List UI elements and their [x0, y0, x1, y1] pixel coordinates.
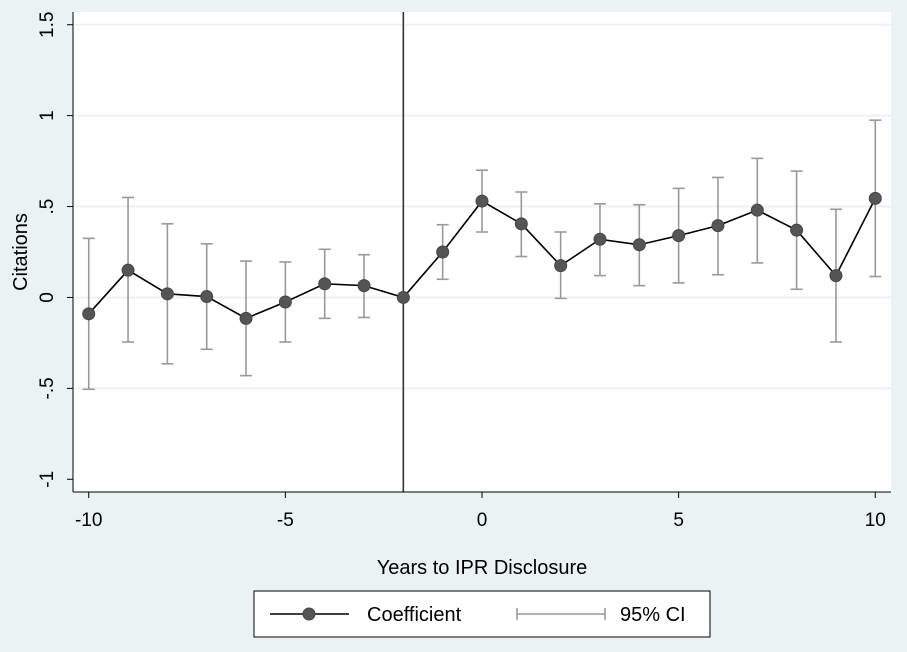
x-tick-label-4: 10 — [865, 510, 886, 531]
coefficient-point-16 — [711, 219, 725, 233]
y-tick-label-1: -.5 — [37, 377, 58, 399]
coefficient-point-3 — [200, 290, 214, 304]
y-tick-label-5: 1.5 — [37, 12, 58, 38]
y-tick-label-4: 1 — [37, 110, 58, 121]
legend: Coefficient 95% CI — [253, 590, 711, 638]
coefficient-point-19 — [829, 269, 843, 283]
coefficient-markers — [82, 191, 882, 325]
coefficient-point-1 — [121, 263, 135, 277]
y-tick-label-0: -1 — [37, 471, 58, 488]
x-tick-label-3: 5 — [673, 510, 684, 531]
y-axis-ticks: -1 -.5 0 .5 1 1.5 — [37, 12, 73, 488]
coefficient-point-0 — [82, 307, 96, 321]
coefficient-point-11 — [514, 217, 528, 231]
y-tick-label-3: .5 — [37, 199, 58, 215]
y-axis-title: Citations — [10, 213, 32, 291]
coefficient-point-17 — [750, 203, 764, 217]
legend-ci-label: 95% CI — [620, 604, 686, 626]
coefficient-point-4 — [239, 311, 253, 325]
coefficient-point-7 — [357, 279, 371, 293]
x-tick-label-1: -5 — [277, 510, 294, 531]
coefficient-point-6 — [318, 277, 332, 291]
coefficient-point-12 — [554, 259, 568, 273]
y-tick-label-2: 0 — [37, 292, 58, 303]
coefficient-point-20 — [868, 191, 882, 205]
coefficient-point-14 — [632, 238, 646, 252]
coefficient-point-10 — [475, 194, 489, 208]
coefficient-point-15 — [672, 229, 686, 243]
coefficient-point-18 — [790, 223, 804, 237]
x-tick-label-0: -10 — [75, 510, 102, 531]
coefficient-point-13 — [593, 232, 607, 246]
coefficient-point-8 — [396, 290, 410, 304]
x-axis-title: Years to IPR Disclosure — [377, 557, 587, 579]
x-tick-label-2: 0 — [477, 510, 488, 531]
plot-area — [73, 12, 891, 492]
legend-coefficient-label: Coefficient — [367, 604, 462, 626]
x-axis-ticks: -10 -5 0 5 10 — [75, 492, 886, 531]
coefficient-point-9 — [436, 245, 450, 259]
coefficient-point-5 — [278, 295, 292, 309]
coefficient-point-2 — [160, 287, 174, 301]
legend-coefficient-marker — [302, 607, 316, 621]
